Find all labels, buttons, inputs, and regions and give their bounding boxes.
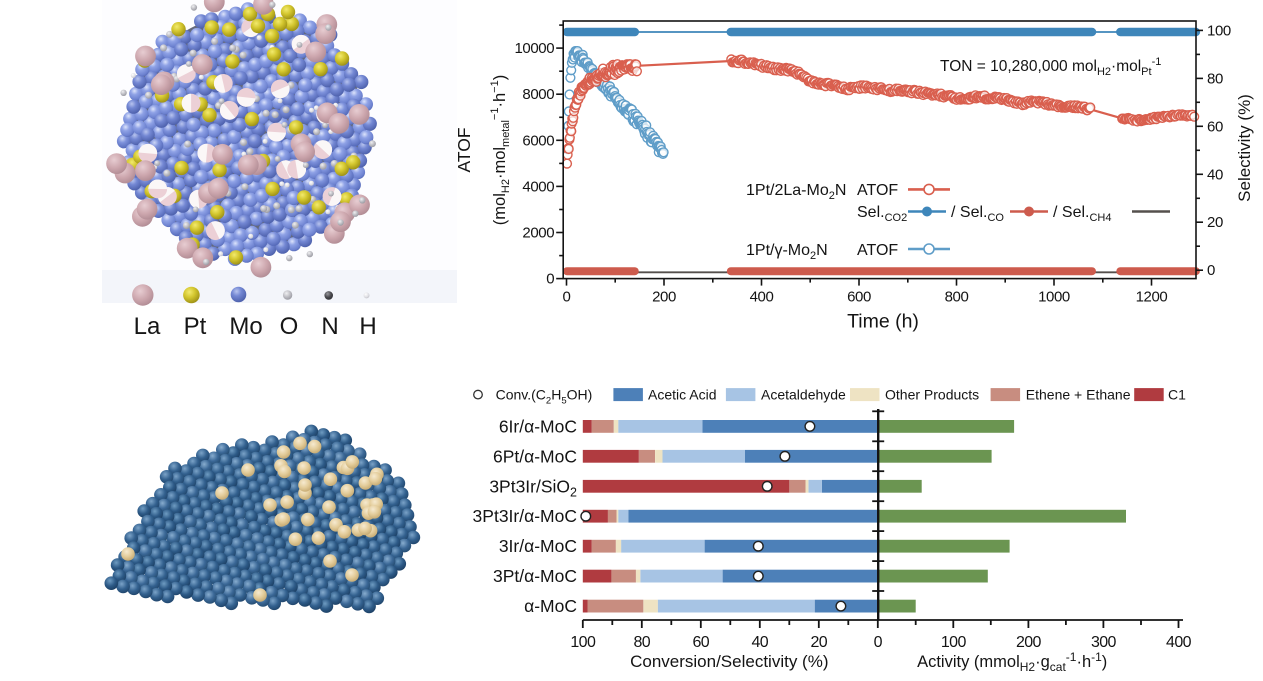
svg-text:80: 80 xyxy=(1207,70,1223,87)
svg-text:ATOF: ATOF xyxy=(857,182,898,199)
svg-text:4000: 4000 xyxy=(522,178,554,195)
svg-text:Pt: Pt xyxy=(184,313,207,340)
svg-text:0: 0 xyxy=(1207,262,1215,279)
svg-text:3Ir/α-MoC: 3Ir/α-MoC xyxy=(499,536,577,556)
svg-text:2000: 2000 xyxy=(522,225,554,242)
svg-text:1000: 1000 xyxy=(1038,289,1070,306)
svg-text:8000: 8000 xyxy=(522,86,554,103)
svg-text:3Pt3Ir/SiO2: 3Pt3Ir/SiO2 xyxy=(489,476,577,499)
svg-text:/ Sel.CO: / Sel.CO xyxy=(951,204,1004,224)
svg-text:Acetaldehyde: Acetaldehyde xyxy=(761,387,846,403)
svg-text:ATOF: ATOF xyxy=(857,242,898,259)
svg-text:60: 60 xyxy=(692,634,709,651)
svg-text:C1: C1 xyxy=(1168,387,1186,403)
svg-text:200: 200 xyxy=(1016,634,1042,651)
svg-text:1200: 1200 xyxy=(1136,289,1168,306)
svg-text:800: 800 xyxy=(945,289,969,306)
svg-text:Mo: Mo xyxy=(229,313,262,340)
svg-text:100: 100 xyxy=(1207,22,1231,39)
svg-text:6Ir/α-MoC: 6Ir/α-MoC xyxy=(499,416,577,436)
svg-text:0: 0 xyxy=(874,634,883,651)
svg-text:40: 40 xyxy=(1207,166,1223,183)
svg-text:100: 100 xyxy=(941,634,967,651)
svg-text:3Pt3Ir/α-MoC: 3Pt3Ir/α-MoC xyxy=(473,506,577,526)
svg-text:ATOF: ATOF xyxy=(454,127,474,172)
svg-text:H: H xyxy=(359,313,376,340)
svg-text:(molH2·molmetal−1·h−1): (molH2·molmetal−1·h−1) xyxy=(489,75,512,225)
svg-text:60: 60 xyxy=(1207,118,1223,135)
svg-text:Conversion/Selectivity (%): Conversion/Selectivity (%) xyxy=(630,652,828,671)
svg-text:20: 20 xyxy=(1207,214,1223,231)
svg-text:20: 20 xyxy=(810,634,827,651)
svg-text:Selectivity (%): Selectivity (%) xyxy=(1235,94,1254,202)
svg-text:40: 40 xyxy=(751,634,768,651)
svg-text:600: 600 xyxy=(847,289,871,306)
svg-text:80: 80 xyxy=(633,634,650,651)
svg-text:Time (h): Time (h) xyxy=(847,311,919,333)
svg-text:3Pt/α-MoC: 3Pt/α-MoC xyxy=(493,566,577,586)
svg-text:TON = 10,280,000 molH2·molPt-1: TON = 10,280,000 molH2·molPt-1 xyxy=(940,56,1161,78)
svg-text:α-MoC: α-MoC xyxy=(524,596,577,616)
svg-text:La: La xyxy=(134,313,161,340)
svg-text:Other Products: Other Products xyxy=(885,387,979,403)
svg-text:100: 100 xyxy=(570,634,596,651)
svg-text:Ethene + Ethane: Ethene + Ethane xyxy=(1026,387,1131,403)
svg-text:400: 400 xyxy=(1166,634,1192,651)
svg-text:10000: 10000 xyxy=(514,40,554,57)
svg-text:0: 0 xyxy=(546,271,554,288)
svg-text:200: 200 xyxy=(652,289,676,306)
svg-text:300: 300 xyxy=(1091,634,1117,651)
svg-text:/ Sel.CH4: / Sel.CH4 xyxy=(1053,204,1111,224)
svg-text:N: N xyxy=(321,313,338,340)
svg-text:Activity (mmolH2·gcat-1·h-1): Activity (mmolH2·gcat-1·h-1) xyxy=(917,650,1107,674)
svg-text:Conv.(C2H5OH): Conv.(C2H5OH) xyxy=(496,387,593,407)
svg-text:1Pt/2La-Mo2N: 1Pt/2La-Mo2N xyxy=(746,182,846,202)
svg-text:Acetic Acid: Acetic Acid xyxy=(648,387,716,403)
svg-text:400: 400 xyxy=(750,289,774,306)
svg-text:1Pt/γ-Mo2N: 1Pt/γ-Mo2N xyxy=(746,242,828,262)
svg-text:O: O xyxy=(280,313,299,340)
svg-text:6Pt/α-MoC: 6Pt/α-MoC xyxy=(493,446,577,466)
svg-text:6000: 6000 xyxy=(522,132,554,149)
svg-text:0: 0 xyxy=(563,289,571,306)
svg-text:Sel.CO2: Sel.CO2 xyxy=(857,204,907,224)
